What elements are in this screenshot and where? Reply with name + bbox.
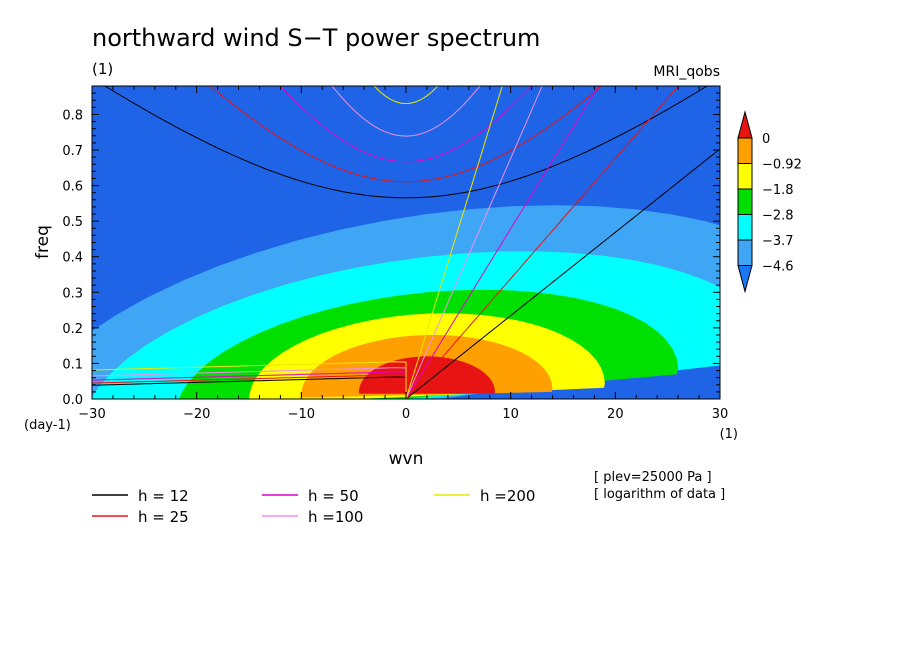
- colorbar-label: −3.7: [762, 234, 794, 249]
- colorbar-label: −4.6: [762, 260, 794, 275]
- y-tick-label: 0.0: [62, 393, 83, 408]
- colorbar-label: −1.8: [762, 183, 794, 198]
- x-axis-ticks: −30 −20 −10 0 10 20 30: [78, 86, 728, 422]
- x-tick-label: −20: [183, 407, 210, 422]
- y-tick-label: 0.7: [62, 144, 83, 159]
- colorbar-segment: [737, 239, 753, 266]
- dispersion-curve-200-kelvin: [405, 86, 503, 399]
- dispersion-curve-50-ig: [279, 86, 533, 163]
- colorbar-segment: [737, 137, 753, 164]
- legend-label: h =200: [480, 487, 535, 505]
- y-axis-unit: (day-1): [24, 418, 71, 433]
- dispersion-curve-25-ig: [209, 86, 603, 183]
- colorbar-label: −0.92: [762, 158, 802, 173]
- chart-title: northward wind S−T power spectrum: [92, 24, 540, 52]
- x-tick-label: 10: [502, 407, 519, 422]
- y-tick-label: 0.2: [62, 322, 83, 337]
- y-axis-ticks: 0.0 0.1 0.2 0.3 0.4 0.5 0.6 0.7 0.8: [62, 92, 720, 408]
- annotation-plev: [ plev=25000 Pa ]: [594, 470, 712, 485]
- dispersion-curve-12-kelvin: [405, 148, 720, 399]
- y-tick-label: 0.8: [62, 108, 83, 123]
- colorbar: 0 −0.92 −1.8 −2.8 −3.7 −4.6: [737, 110, 802, 294]
- colorbar-extend-bottom: [737, 265, 753, 294]
- annotation-log: [ logarithm of data ]: [594, 487, 725, 502]
- dispersion-curve-50-kelvin: [405, 86, 600, 399]
- dispersion-curve-100-ig: [331, 86, 481, 137]
- contour-fill-layer: [92, 205, 720, 399]
- colorbar-label: −2.8: [762, 209, 794, 224]
- y-tick-label: 0.1: [62, 357, 83, 372]
- x-axis-unit: (1): [720, 427, 738, 442]
- colorbar-segment: [737, 214, 753, 241]
- y-tick-label: 0.5: [62, 215, 83, 230]
- dispersion-curve-50-rossby: [92, 371, 407, 399]
- chart-subtitle: (1): [92, 60, 113, 78]
- y-tick-label: 0.3: [62, 286, 83, 301]
- dispersion-curve-25-rossby: [92, 374, 407, 399]
- legend-label: h = 25: [138, 508, 189, 526]
- dispersion-curve-12-rossby: [92, 376, 407, 399]
- colorbar-extend-top: [737, 110, 753, 139]
- x-tick-label: 30: [712, 407, 729, 422]
- dispersion-curve-12-ig: [103, 86, 709, 199]
- legend-label: h =100: [308, 508, 363, 526]
- dispersion-curve-25-kelvin: [405, 86, 679, 399]
- x-tick-label: −10: [288, 407, 315, 422]
- dispersion-curve-100-kelvin: [405, 86, 543, 399]
- x-tick-label: 20: [607, 407, 624, 422]
- legend-label: h = 12: [138, 487, 189, 505]
- colorbar-segment: [737, 163, 753, 190]
- x-tick-label: −30: [78, 407, 105, 422]
- x-tick-label: 0: [402, 407, 410, 422]
- y-axis-title: freq: [33, 225, 53, 259]
- x-axis-title: wvn: [389, 449, 424, 469]
- dispersion-curve-200-rossby: [92, 361, 407, 399]
- dispersion-curves-layer: [92, 86, 720, 399]
- colorbar-segment: [737, 188, 753, 215]
- plot-area: [92, 86, 720, 399]
- model-label: MRI_qobs: [653, 64, 720, 80]
- y-tick-label: 0.6: [62, 180, 83, 195]
- dispersion-curve-100-rossby: [92, 367, 407, 399]
- legend: h = 12 h = 25 h = 50 h =100 h =200: [92, 487, 535, 526]
- legend-label: h = 50: [308, 487, 359, 505]
- colorbar-label: 0: [762, 132, 770, 147]
- dispersion-curve-200-ig: [373, 86, 439, 105]
- y-tick-label: 0.4: [62, 251, 83, 266]
